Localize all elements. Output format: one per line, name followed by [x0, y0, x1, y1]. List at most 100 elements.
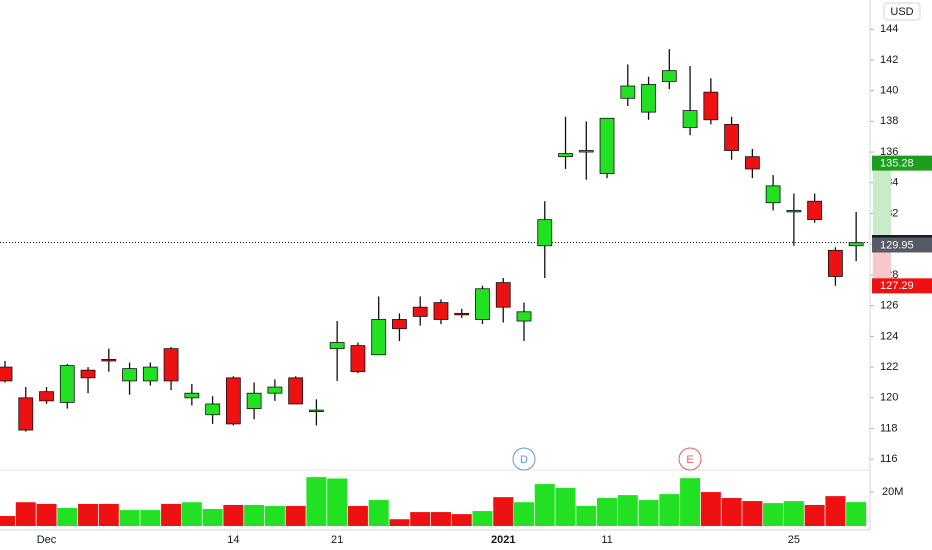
- candle-body: [454, 312, 470, 316]
- candle-body: [163, 348, 179, 382]
- y-tick-label: 136: [880, 146, 898, 158]
- candle-body: [350, 345, 366, 373]
- volume-bar: [119, 510, 140, 526]
- candle-body: [371, 319, 387, 356]
- candle-body: [807, 200, 823, 221]
- candle-body: [267, 386, 283, 394]
- y-tick-label: 122: [880, 361, 898, 373]
- volume-bar: [534, 484, 555, 526]
- volume-bar: [0, 515, 15, 526]
- currency-label: USD: [890, 6, 913, 18]
- x-tick-label: 25: [788, 534, 800, 546]
- volume-bar: [846, 502, 867, 526]
- volume-bar: [763, 503, 784, 526]
- y-tick-label: 142: [880, 54, 898, 66]
- candle-body: [39, 391, 54, 402]
- volume-bar: [430, 512, 451, 526]
- candle-body: [101, 359, 117, 362]
- volume-bar: [202, 509, 223, 526]
- range-box-profit: [872, 163, 891, 243]
- volume-bar: [327, 478, 348, 526]
- volume-bar: [493, 497, 514, 526]
- candle-body: [246, 392, 262, 409]
- volume-bar: [161, 503, 182, 526]
- x-tick-label: 14: [227, 534, 239, 546]
- candle-body: [0, 366, 13, 382]
- volume-bar: [680, 478, 701, 526]
- volume-bar: [659, 494, 680, 526]
- volume-bar: [389, 519, 410, 526]
- candle-body: [578, 150, 594, 153]
- candle-body: [225, 377, 241, 425]
- range-box-loss: [872, 242, 891, 286]
- candle-body: [661, 70, 677, 82]
- volume-bar: [700, 492, 721, 526]
- event-marker: [678, 447, 702, 471]
- price-label-box: [872, 155, 932, 171]
- volume-bar: [617, 495, 638, 526]
- volume-bar: [98, 503, 119, 526]
- candle-body: [412, 306, 428, 317]
- candle-body: [641, 84, 656, 113]
- candle-body: [558, 153, 573, 158]
- y-tick-label: 118: [880, 422, 898, 434]
- candle-body: [392, 319, 407, 330]
- candle-body: [205, 403, 221, 416]
- volume-bar: [78, 503, 99, 526]
- y-tick-label: 144: [880, 23, 898, 35]
- volume-bar: [306, 477, 327, 526]
- y-tick-label: 120: [880, 392, 898, 404]
- candle-body: [122, 368, 137, 382]
- price-label-box: [872, 237, 932, 253]
- event-marker: [512, 447, 536, 471]
- volume-bar: [57, 508, 78, 526]
- volume-bar: [285, 505, 306, 526]
- volume-bar: [410, 512, 431, 526]
- price-label: 127.29: [880, 280, 914, 292]
- candle-body: [288, 377, 304, 405]
- candle-body: [765, 185, 781, 204]
- y-tick-label: 138: [880, 115, 898, 127]
- price-label-box: [872, 278, 932, 294]
- volume-bar: [472, 511, 493, 526]
- volume-bar: [638, 500, 659, 526]
- volume-bar: [223, 504, 244, 526]
- volume-bar: [721, 498, 742, 526]
- candle-body: [599, 117, 615, 174]
- candle-body: [682, 110, 698, 128]
- candle-body: [433, 302, 449, 320]
- candle-body: [828, 249, 843, 277]
- currency-box: [883, 2, 921, 21]
- candle-body: [18, 397, 34, 431]
- candle-body: [537, 219, 553, 247]
- candle-body: [744, 156, 760, 170]
- volume-bar: [742, 501, 763, 526]
- candle-body: [724, 124, 739, 151]
- candle-body: [184, 392, 200, 399]
- candle-body: [516, 311, 532, 322]
- candle-body: [329, 342, 345, 350]
- event-label: D: [520, 454, 528, 466]
- volume-bar: [597, 498, 618, 526]
- candle-body: [495, 282, 511, 308]
- x-tick-label: Dec: [37, 534, 57, 546]
- volume-bar: [347, 505, 368, 526]
- volume-bar: [783, 501, 804, 526]
- volume-bar: [825, 496, 846, 526]
- x-tick-label: 11: [601, 534, 612, 546]
- y-tick-label: 124: [880, 330, 898, 342]
- y-tick-label: 116: [880, 453, 898, 465]
- volume-bar: [804, 504, 825, 526]
- candle-body: [703, 91, 719, 121]
- candle-body: [142, 366, 158, 382]
- x-tick-label: 2021: [491, 534, 515, 546]
- y-tick-label: 126: [880, 300, 898, 312]
- volume-bar: [140, 510, 161, 526]
- volume-bar: [244, 504, 265, 526]
- candle-body: [848, 242, 864, 247]
- volume-bar: [15, 502, 36, 526]
- x-tick-label: 21: [331, 534, 343, 546]
- volume-bar: [36, 503, 57, 526]
- volume-bar: [264, 505, 285, 526]
